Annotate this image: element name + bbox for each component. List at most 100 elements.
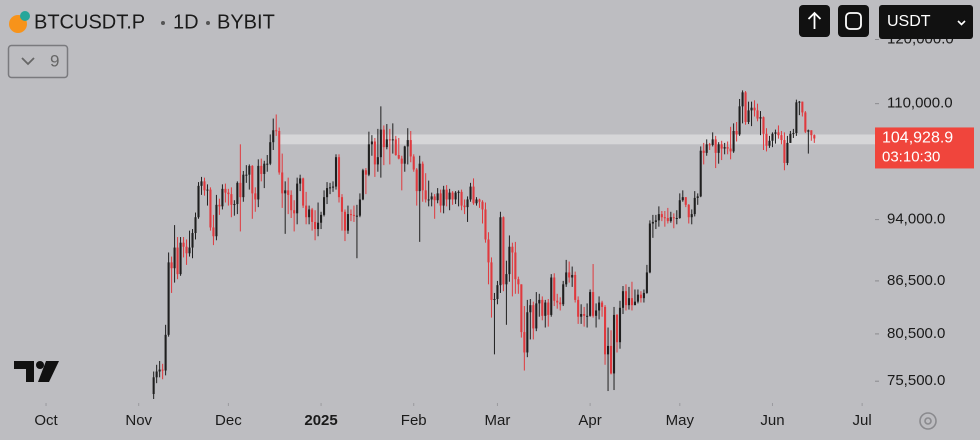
candle-body: [167, 262, 170, 335]
candle-body: [317, 222, 320, 230]
candle-body: [436, 193, 439, 201]
candle-body: [293, 210, 296, 214]
interval: 1D: [173, 11, 199, 33]
x-tick-label: 2025: [304, 412, 337, 429]
candle-body: [681, 197, 684, 201]
candle-body: [541, 299, 544, 316]
candle-body: [406, 140, 409, 147]
candle-body: [191, 233, 194, 248]
y-tick-label: 80,500.0: [887, 325, 945, 342]
reset-icon: [845, 12, 862, 30]
y-tick-label: 110,000.0: [887, 95, 953, 112]
candle-body: [627, 298, 631, 306]
last-price-tag: [875, 127, 974, 169]
candle-body: [726, 147, 729, 149]
candle-body: [176, 247, 179, 275]
currency-select[interactable]: [879, 5, 973, 39]
candle-body: [427, 199, 430, 201]
y-tick-label: 86,500.0: [887, 272, 945, 289]
candle-body: [574, 274, 577, 300]
reset-button[interactable]: [838, 5, 869, 37]
candle-body: [702, 150, 705, 153]
candle-body: [161, 369, 164, 371]
candle-body: [732, 130, 735, 152]
candle-body: [690, 214, 693, 218]
candle-body: [376, 157, 379, 165]
candle-body: [245, 174, 248, 176]
price-zone: [279, 134, 875, 145]
candle-body: [388, 139, 391, 141]
candle-body: [520, 284, 523, 333]
candle-body: [230, 194, 233, 205]
candle-body: [278, 130, 281, 173]
candle-body: [323, 197, 326, 215]
candle-body: [774, 132, 777, 134]
candle-body: [615, 314, 619, 343]
candle-body: [792, 133, 795, 135]
candle-body: [475, 199, 478, 204]
candle-body: [768, 140, 771, 146]
candle-body: [484, 209, 487, 240]
candle-body: [672, 217, 675, 219]
candle-body: [254, 193, 257, 200]
candle-body: [804, 112, 807, 132]
candle-body: [532, 305, 535, 329]
candle-body: [424, 190, 427, 200]
candle-body: [263, 163, 266, 174]
candle-body: [385, 139, 388, 148]
candle-body: [699, 150, 702, 197]
candle-body: [744, 92, 747, 122]
candle-body: [529, 305, 532, 313]
candle-body: [185, 246, 188, 254]
candle-body: [325, 188, 329, 198]
candle-body: [251, 165, 254, 194]
candle-body: [451, 192, 454, 200]
candle-body: [481, 201, 484, 210]
candle-body: [478, 199, 481, 202]
candle-body: [343, 211, 347, 231]
candle-body: [595, 310, 598, 316]
candle-body: [571, 274, 574, 278]
candle-body: [212, 227, 215, 237]
candle-body: [606, 345, 610, 355]
candle-body: [535, 303, 538, 329]
candle-body: [182, 242, 185, 247]
exchange: BYBIT: [217, 11, 275, 33]
settings-button[interactable]: [919, 412, 937, 430]
candle-body: [221, 188, 224, 207]
candle-body: [218, 204, 221, 207]
candle-body: [346, 214, 350, 231]
candle-body: [601, 302, 604, 307]
candle-body: [663, 217, 666, 219]
candle-body: [720, 144, 723, 149]
candle-body: [511, 246, 514, 253]
candle-body: [642, 292, 645, 299]
candle-body: [717, 144, 720, 153]
candle-body: [735, 130, 738, 135]
candle-body: [382, 129, 385, 148]
x-tick-label: Dec: [215, 412, 242, 429]
candle-body: [493, 299, 496, 301]
candle-body: [370, 141, 373, 145]
indicators-toggle[interactable]: [7, 44, 69, 79]
candle-body: [621, 291, 625, 308]
x-tick-label: Jul: [853, 412, 872, 429]
x-tick-label: Jun: [760, 412, 784, 429]
toolbar: BTCUSDT.P 1D BYBIT 9 USDT: [7, 5, 973, 430]
candle-body: [789, 133, 792, 143]
candle-body: [675, 218, 678, 220]
symbol: BTCUSDT.P: [34, 11, 145, 33]
candle-body: [609, 345, 613, 374]
candle-body: [164, 334, 167, 371]
candle-body: [308, 209, 311, 218]
candle-body: [592, 292, 595, 316]
candle-body: [227, 192, 230, 195]
arrow-icon: [807, 11, 822, 29]
candle-body: [729, 148, 732, 152]
candle-body: [460, 191, 463, 206]
candle-body: [290, 194, 293, 211]
candle-body: [550, 277, 553, 315]
candle-body: [604, 306, 607, 355]
candle-body: [188, 247, 191, 254]
